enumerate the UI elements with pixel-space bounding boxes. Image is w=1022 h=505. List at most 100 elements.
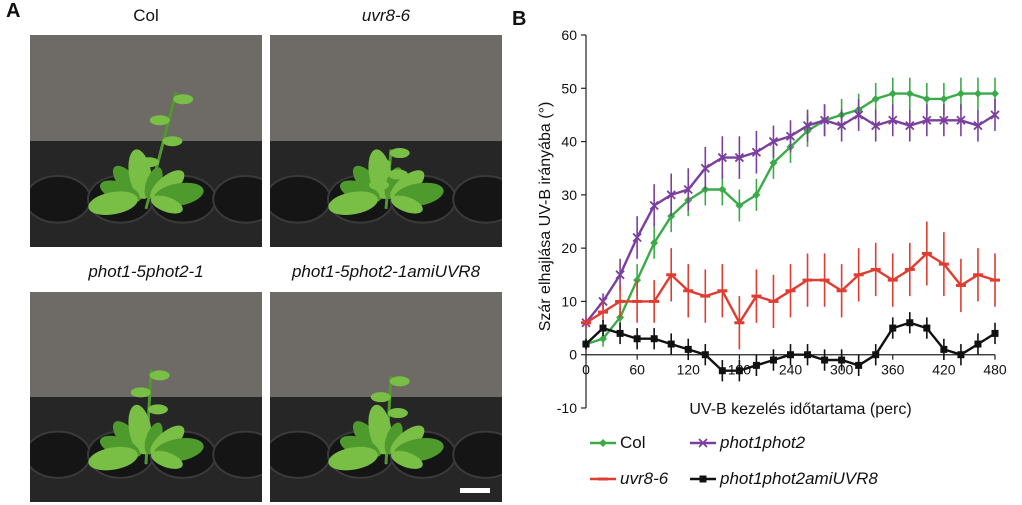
plant-leaf [88,446,138,471]
plant-leaf [144,422,163,455]
data-point [667,340,675,348]
data-point [581,321,591,325]
data-point [904,267,915,271]
data-point [632,232,642,243]
tray-pot [270,430,332,479]
y-tick-label: 0 [569,347,577,363]
y-tick-label: 10 [561,293,577,309]
data-point [853,273,864,277]
legend-label: Col [620,433,646,452]
data-point [888,89,897,98]
x-tick-label: 120 [677,362,701,378]
data-point [735,201,744,210]
data-point [854,110,864,120]
y-tick-label: 50 [561,80,577,96]
data-point [632,299,643,303]
data-point [615,270,625,280]
plant-leaf [88,191,138,215]
data-point [633,335,641,343]
x-axis-title: UV-B kezelés időtartama (perc) [689,401,911,418]
plant-leaf [144,167,163,200]
data-point [990,110,1000,120]
data-point [991,89,999,98]
photo-label-col: Col [133,6,159,25]
data-point [683,184,693,195]
data-point [802,120,813,131]
stem-leaf [369,423,389,434]
data-point [922,94,931,103]
legend-label: uvr8-6 [620,469,669,488]
y-tick-label: -10 [557,400,577,416]
data-point [751,294,762,298]
data-point [718,367,726,375]
data-point [666,273,677,277]
series-phot1phot2 [581,98,1000,329]
stem-leaf [139,157,159,168]
data-point [650,335,658,343]
stem-leaf [387,169,408,180]
stem-leaf [369,180,389,191]
data-point [940,345,948,353]
y-tick-label: 20 [561,240,577,256]
data-point [717,289,728,293]
data-point [872,351,880,359]
chart-panel: -100102030405060060120180240300360420480… [520,0,1022,505]
data-point [871,94,880,103]
data-point [888,115,898,125]
data-point [598,477,608,481]
stem-leaf [389,148,410,159]
plant-leaf [328,446,378,471]
data-point [599,439,607,447]
y-tick-label: 30 [561,187,577,203]
data-point [973,89,982,98]
scale-bar [460,488,490,493]
data-point [939,94,948,103]
data-point [957,351,965,359]
data-point [752,361,760,369]
data-point [905,89,914,98]
plant-photo-phot1phot2 [30,292,262,502]
data-point [821,356,829,364]
legend-entry-phot1phot2amiUVR8: phot1phot2amiUVR8 [690,469,878,488]
stem-leaf [149,115,170,126]
data-point [785,131,796,141]
data-point [955,283,966,287]
stem-bending-chart: -100102030405060060120180240300360420480… [537,27,1007,488]
data-point [616,329,624,337]
stem-leaf [130,387,151,398]
data-point [769,356,777,364]
plant-photo-drawing [30,35,262,247]
plant-leaf [328,191,378,215]
data-point [768,299,779,303]
data-point [650,238,659,247]
data-point [802,278,813,282]
data-point [836,289,847,293]
data-point [871,120,881,131]
data-point [615,299,626,303]
stem-leaf [129,421,149,432]
data-point [991,329,999,337]
data-point [889,324,897,332]
tray-pot [212,174,262,224]
data-point [735,367,743,375]
data-point [938,262,949,266]
data-point [923,324,931,332]
plant-leaf [384,422,403,455]
photo-label-phot1phot2: phot1-5phot2-1 [88,262,204,281]
y-tick-label: 40 [561,134,577,150]
x-tick-label: 60 [629,362,645,378]
data-point [906,319,914,327]
legend-entry-uvr8-6: uvr8-6 [590,469,669,488]
data-point [751,147,762,157]
series-uvr8-6 [581,221,1000,350]
data-point [855,361,863,369]
tray-pot [30,174,92,224]
photo-label-phot1phot2amiuvr8: phot1-5phot2-1amiUVR8 [291,262,481,281]
data-point [718,185,727,194]
x-tick-label: 240 [779,362,803,378]
stem-leaf [162,136,183,147]
data-point [599,324,607,332]
tray-pot [270,174,332,224]
x-tick-label: 420 [932,362,956,378]
x-tick-label: 360 [881,362,905,378]
